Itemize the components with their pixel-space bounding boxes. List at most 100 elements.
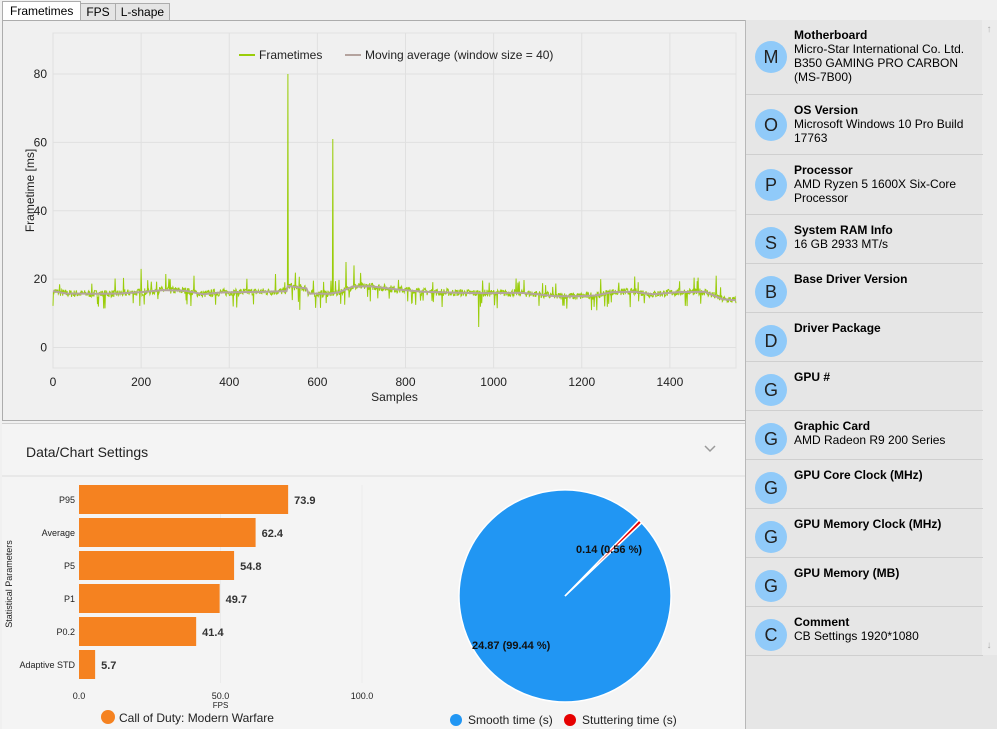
bar-value-label: 62.4 (262, 528, 284, 540)
system-info-item[interactable]: G GPU Memory Clock (MHz) (746, 509, 983, 558)
legend-smooth-label: Smooth time (s) (468, 713, 553, 727)
system-info-item[interactable]: G GPU # (746, 362, 983, 411)
x-tick-label: 1400 (657, 375, 684, 389)
x-tick-label: 800 (396, 375, 416, 389)
x-tick-label: 400 (219, 375, 239, 389)
item-title: Driver Package (794, 321, 881, 335)
y-axis-label: Statistical Parameters (4, 540, 14, 628)
x-axis-label: FPS (213, 701, 229, 710)
initial-avatar: M (755, 41, 787, 73)
system-info-item[interactable]: G Graphic Card AMD Radeon R9 200 Series (746, 411, 983, 460)
item-value-line: CB Settings 1920*1080 (794, 629, 919, 643)
item-value-line: AMD Radeon R9 200 Series (794, 433, 946, 447)
item-title: Graphic Card (794, 419, 871, 433)
system-info-item[interactable]: G GPU Memory (MB) (746, 558, 983, 607)
tab-frametimes[interactable]: Frametimes (2, 1, 82, 20)
category-label: P0.2 (56, 627, 75, 637)
chart-legend: Frametimes Moving average (window size = … (239, 48, 553, 62)
item-value-line: Micro-Star International Co. Ltd. (794, 42, 965, 56)
x-tick-label: 1200 (568, 375, 595, 389)
system-info-item[interactable]: O OS Version Microsoft Windows 10 Pro Buil… (746, 95, 983, 155)
bar-value-label: 54.8 (240, 561, 261, 573)
tab-fps[interactable]: FPS (80, 3, 116, 20)
initial-avatar: G (755, 423, 787, 455)
bar-value-label: 41.4 (202, 627, 224, 639)
pie-slice (564, 519, 643, 597)
x-tick-label: 200 (131, 375, 151, 389)
item-title: GPU # (794, 370, 831, 384)
x-tick-label: 600 (307, 375, 327, 389)
category-label: P5 (64, 561, 75, 571)
item-title: Motherboard (794, 28, 868, 42)
system-info-item[interactable]: C Comment CB Settings 1920*1080 (746, 607, 983, 656)
statistics-area: P95 73.9 Average 62.4 P5 54.8 P1 49.7 P0.2 41.4 Ad… (2, 475, 745, 729)
system-info-item[interactable]: M Motherboard Micro-Star International Co.… (746, 20, 983, 95)
bar (79, 551, 235, 580)
scroll-down-arrow-icon[interactable]: ↓ (986, 640, 992, 651)
bar-value-label: 5.7 (101, 660, 116, 672)
pie-slice (458, 489, 672, 703)
legend-smooth-swatch (450, 714, 462, 726)
system-info-item[interactable]: G GPU Core Clock (MHz) (746, 460, 983, 509)
initial-avatar: S (755, 227, 787, 259)
x-axis-label: Samples (371, 390, 418, 404)
fps-statistics-bar-chart: P95 73.9 Average 62.4 P5 54.8 P1 49.7 P0.2 41.4 Ad… (4, 485, 374, 725)
category-label: P95 (59, 495, 75, 505)
item-title: Comment (794, 615, 850, 629)
item-value-line: Processor (794, 191, 849, 205)
system-info-item[interactable]: S System RAM Info 16 GB 2933 MT/s (746, 215, 983, 264)
pie-label-smooth: 24.87 (99.44 %) (472, 640, 551, 652)
x-tick-label: 0 (50, 375, 57, 389)
tab-l-shape[interactable]: L-shape (114, 3, 171, 20)
legend-moving-average-label: Moving average (window size = 40) (365, 48, 553, 62)
item-value-line: B350 GAMING PRO CARBON (794, 56, 959, 70)
initial-avatar: C (755, 619, 787, 651)
legend-swatch (101, 710, 115, 724)
item-title: Processor (794, 163, 853, 177)
scroll-up-arrow-icon[interactable]: ↑ (986, 24, 992, 35)
chevron-down-icon[interactable] (703, 442, 717, 456)
bar (79, 617, 197, 646)
initial-avatar: B (755, 276, 787, 308)
item-title: GPU Memory Clock (MHz) (794, 517, 942, 531)
system-info-item[interactable]: B Base Driver Version (746, 264, 983, 313)
category-label: Adaptive STD (19, 660, 75, 670)
x-tick-label: 100.0 (351, 691, 374, 701)
system-info-panel: ↑ ↓ M Motherboard Micro-Star International… (745, 20, 997, 729)
y-tick-label: 40 (34, 204, 48, 218)
initial-avatar: G (755, 472, 787, 504)
item-value-line: 17763 (794, 131, 828, 145)
initial-avatar: G (755, 374, 787, 406)
chart-tabs: Frametimes FPS L-shape (2, 1, 171, 20)
frametime-chart[interactable]: 0 200 400 600 800 1000 1200 1400 0 20 40 60 80 Sample… (3, 21, 747, 422)
system-info-list: M Motherboard Micro-Star International Co.… (746, 20, 983, 656)
x-tick-label: 50.0 (212, 691, 230, 701)
data-chart-settings-expander[interactable]: Data/Chart Settings (2, 423, 745, 475)
initial-avatar: P (755, 169, 787, 201)
frametime-chart-panel: 0 200 400 600 800 1000 1200 1400 0 20 40 60 80 Sample… (2, 20, 746, 421)
x-tick-label: 1000 (480, 375, 507, 389)
pie-label-stuttering: 0.14 (0.56 %) (576, 544, 642, 556)
x-tick-label: 0.0 (73, 691, 86, 701)
system-info-item[interactable]: P Processor AMD Ryzen 5 1600X Six-Core Proc… (746, 155, 983, 215)
y-tick-label: 60 (34, 135, 48, 149)
item-title: System RAM Info (794, 223, 893, 237)
moving-average-series-line (52, 284, 737, 302)
bar-value-label: 49.7 (226, 594, 247, 606)
bar-value-label: 73.9 (294, 495, 315, 507)
legend-stuttering-swatch (564, 714, 576, 726)
item-title: GPU Core Clock (MHz) (794, 468, 923, 482)
bar (79, 485, 289, 514)
item-title: GPU Memory (MB) (794, 566, 900, 580)
bar (79, 650, 96, 679)
bar (79, 584, 220, 613)
system-info-item[interactable]: D Driver Package (746, 313, 983, 362)
legend-label: Call of Duty: Modern Warfare (119, 711, 274, 725)
category-label: P1 (64, 594, 75, 604)
settings-title: Data/Chart Settings (26, 444, 149, 460)
y-tick-label: 80 (34, 67, 48, 81)
item-title: Base Driver Version (794, 272, 908, 286)
bar (79, 518, 256, 547)
system-info-scrollbar[interactable] (982, 20, 997, 655)
